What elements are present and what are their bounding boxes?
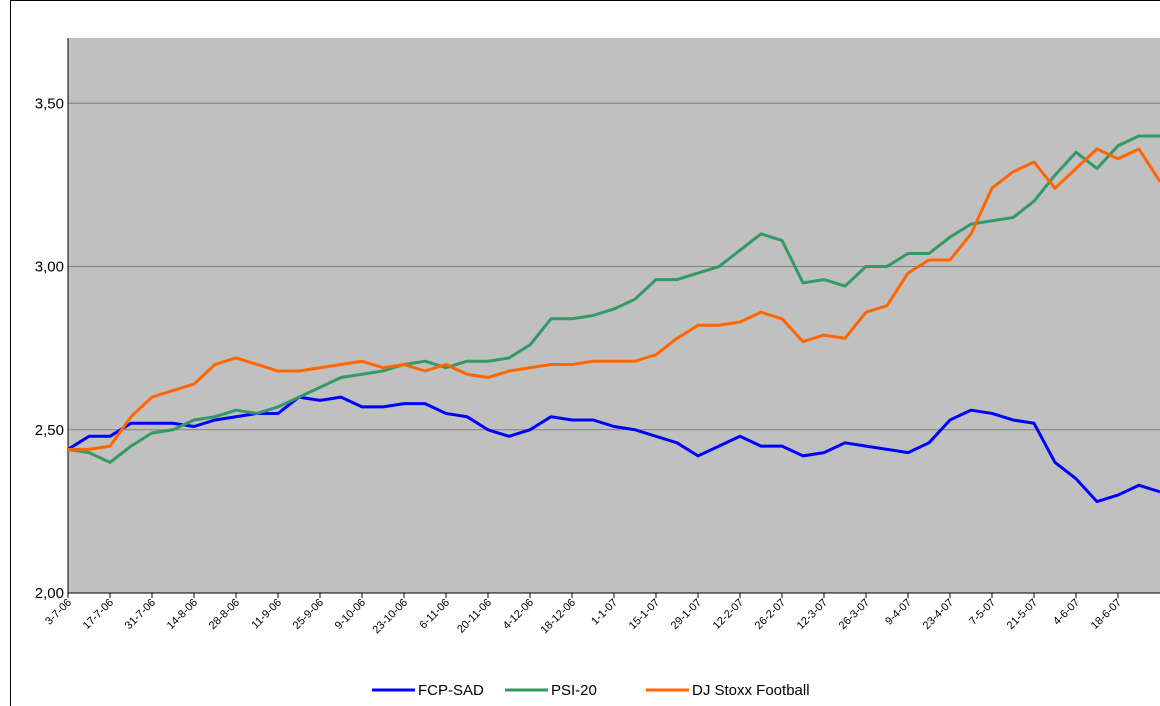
legend-label: DJ Stoxx Football	[692, 682, 810, 699]
series-line	[67, 395, 1160, 504]
series-line	[68, 147, 1160, 451]
y-tick-label: 3,50	[35, 95, 64, 112]
legend-label: FCP-SAD	[418, 682, 484, 699]
series-line	[67, 134, 1160, 464]
legend-label: PSI-20	[551, 682, 597, 699]
y-tick-label: 3,00	[35, 259, 64, 276]
y-tick-label: 2,50	[35, 422, 64, 439]
plot-area	[68, 38, 1160, 593]
y-tick-label: 2,00	[35, 585, 64, 602]
